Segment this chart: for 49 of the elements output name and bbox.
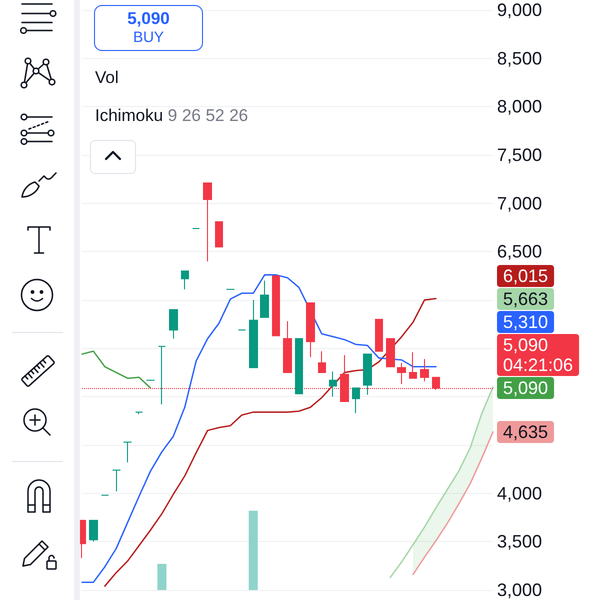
text: 5,310: [503, 312, 548, 332]
candlestick: [420, 358, 429, 382]
text: 4,635: [503, 422, 548, 442]
candlestick: [329, 371, 337, 398]
annotation: BUY: [132, 29, 165, 47]
candlestick: [203, 182, 212, 262]
candlestick: [89, 520, 98, 542]
candlestick: [397, 362, 406, 385]
y-tick-label: 9,000: [497, 0, 542, 20]
ref-line-label: 5,090: [503, 334, 548, 355]
line-series: [390, 386, 494, 578]
text: 04:21:06: [503, 354, 574, 375]
button: 5,090 BUY: [94, 5, 203, 51]
y-tick-label: 7,500: [497, 145, 542, 165]
text: 5,663: [503, 288, 548, 309]
line-series: [81, 350, 152, 389]
candlestick: [249, 300, 258, 368]
candlestick: [260, 280, 269, 318]
candlestick: [135, 412, 143, 415]
candlestick: [363, 354, 372, 396]
candlestick: [272, 275, 280, 336]
y-tick-label: 3,000: [497, 580, 542, 600]
candlestick: [306, 302, 315, 358]
y-tick-label: 7,000: [497, 193, 542, 214]
annotation: 9 26 52 26: [168, 106, 248, 125]
candlestick: [283, 320, 292, 373]
candlestick: [112, 470, 121, 492]
annotation: Vol: [95, 67, 119, 89]
candlestick: [386, 338, 395, 368]
y-tick-label: 8,000: [497, 96, 542, 117]
text: 5,090: [503, 378, 548, 398]
y-tick-label: 8,500: [497, 48, 542, 68]
annotation: Ichimoku: [95, 106, 164, 125]
candlestick: [295, 338, 303, 394]
candlestick: [318, 350, 326, 373]
candlestick: [352, 387, 360, 414]
candlestick: [181, 270, 189, 290]
candlestick: [123, 442, 132, 463]
candlestick: [215, 221, 223, 248]
text: 6,015: [503, 266, 548, 286]
candlestick: [169, 309, 178, 340]
line-series: [412, 431, 494, 576]
y-tick-label: 4,000: [497, 483, 542, 504]
y-tick-label: 6,500: [497, 242, 542, 262]
annotation: 5,090: [126, 9, 171, 29]
candlestick: [158, 346, 166, 405]
candlestick: [375, 318, 383, 352]
candlestick: [409, 352, 417, 379]
y-tick-label: 3,500: [497, 532, 542, 552]
